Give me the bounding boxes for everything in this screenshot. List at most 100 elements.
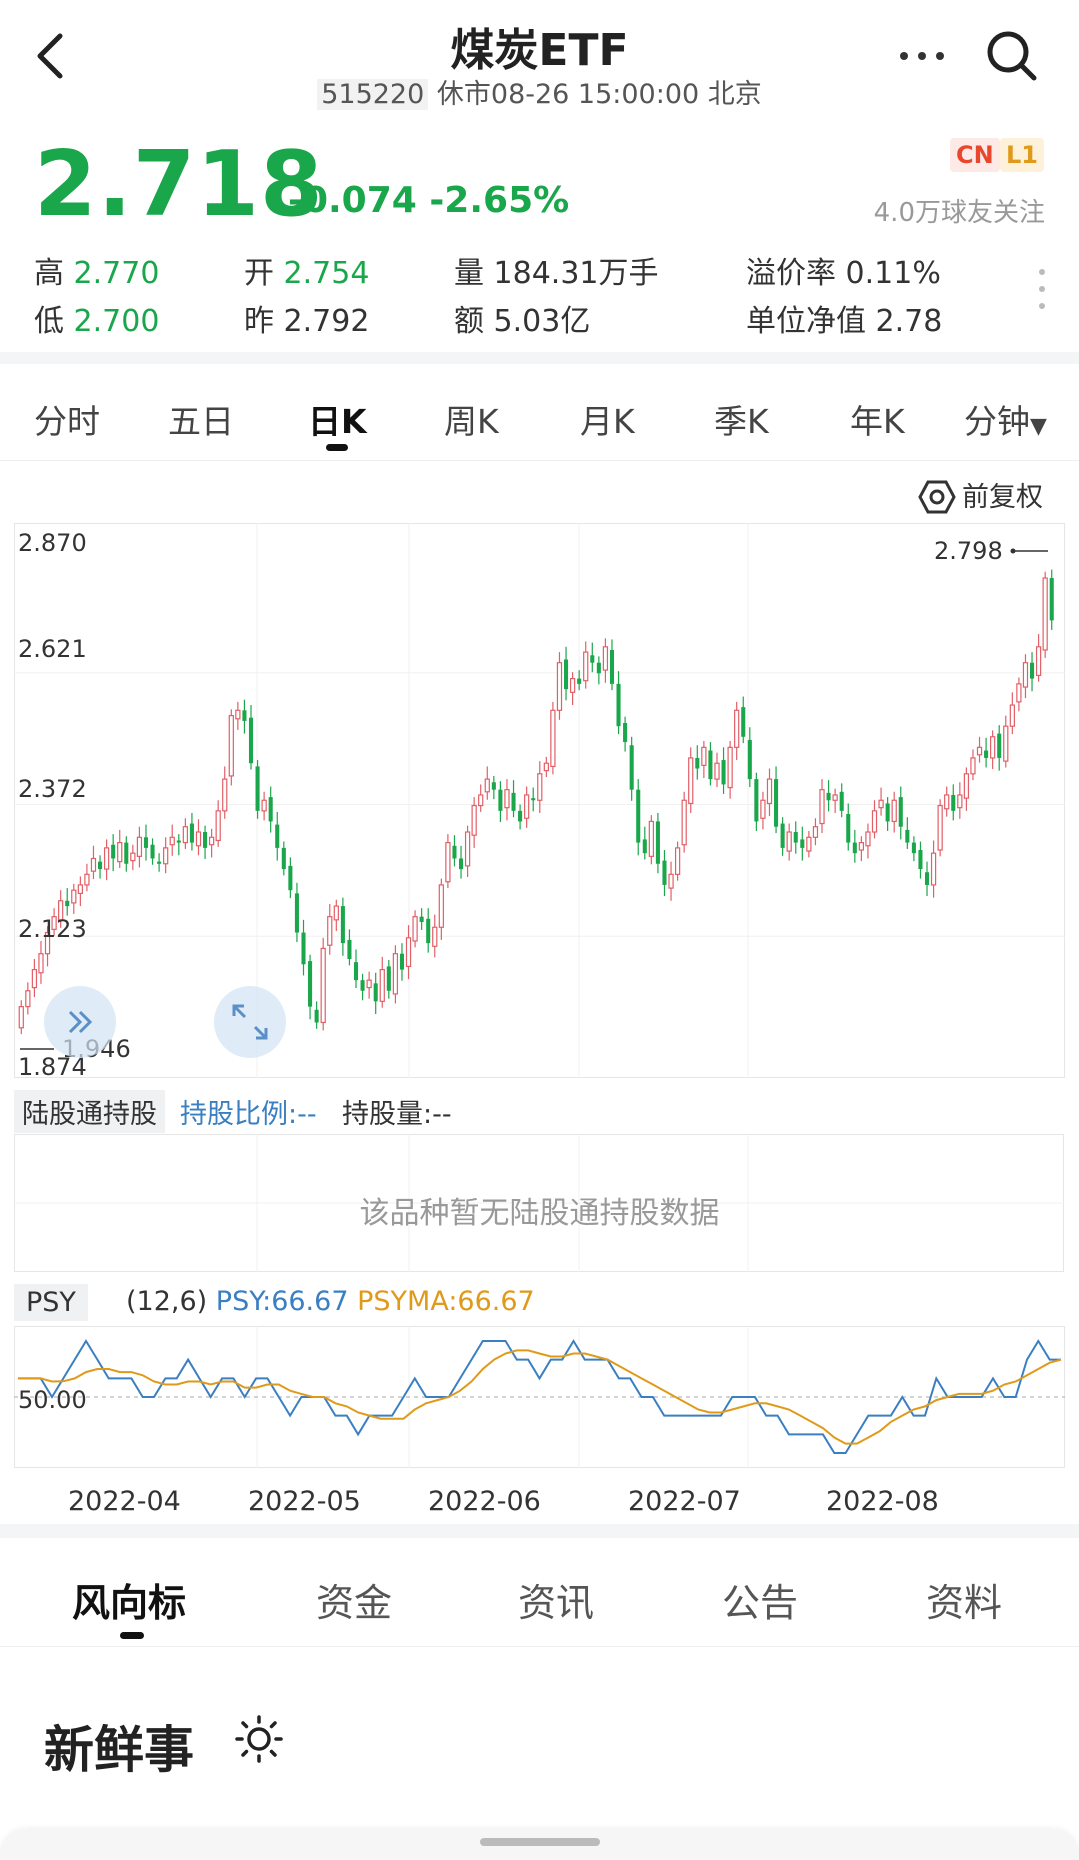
expand-chart-button[interactable]: [44, 986, 116, 1058]
section-divider: [0, 352, 1079, 364]
tab-indicators[interactable]: 风向标: [72, 1581, 187, 1625]
fullscreen-button[interactable]: [214, 986, 286, 1058]
candle: [373, 983, 378, 1002]
stat-high: 高 2.770: [34, 248, 159, 292]
adjust-toggle[interactable]: 前复权: [918, 475, 1043, 514]
candle: [222, 778, 228, 812]
y-axis-label: 2.621: [18, 635, 87, 663]
psy-value: PSY:66.67: [215, 1286, 349, 1317]
back-arrow-icon[interactable]: [28, 26, 78, 86]
candle: [602, 646, 609, 671]
candle: [590, 655, 595, 663]
candle: [642, 839, 647, 854]
candle: [997, 733, 1002, 758]
vertical-dots-icon[interactable]: [1036, 266, 1048, 312]
candle: [951, 794, 956, 811]
candle: [281, 847, 286, 870]
candle: [504, 789, 510, 809]
tab-yearly-k[interactable]: 年K: [850, 402, 905, 441]
stat-prev-value: 2.792: [283, 304, 370, 339]
market-status: 休市08-26 15:00:00 北京: [436, 79, 762, 110]
search-icon[interactable]: [982, 26, 1042, 86]
stat-premium: 溢价率 0.11%: [746, 256, 941, 291]
fullscreen-icon: [232, 1004, 268, 1040]
candle: [58, 900, 64, 921]
candle: [556, 662, 563, 711]
change-percent: -2.65%: [429, 180, 570, 221]
candle: [1003, 725, 1009, 762]
candle: [208, 836, 215, 846]
candle: [18, 1006, 24, 1029]
tab-intraday[interactable]: 分时: [34, 402, 100, 441]
y-axis-label: 2.123: [18, 915, 87, 943]
candle: [681, 799, 687, 846]
candle: [878, 799, 884, 809]
candle: [294, 893, 299, 933]
candle: [819, 789, 825, 825]
candle: [117, 841, 123, 863]
section-divider: [0, 1524, 1079, 1538]
stat-low-label: 低: [34, 304, 64, 339]
tab-funds[interactable]: 资金: [316, 1581, 393, 1625]
tab-monthly-k[interactable]: 月K: [580, 402, 635, 441]
sun-icon[interactable]: [234, 1714, 284, 1764]
psy-chart[interactable]: 50.00: [14, 1326, 1065, 1468]
candle: [242, 710, 247, 721]
y-axis-label: 2.372: [18, 775, 87, 803]
candle: [1035, 646, 1042, 676]
tab-minute[interactable]: 分钟▼: [964, 395, 1047, 443]
candle: [944, 794, 950, 810]
candle: [674, 847, 681, 875]
sheet-handle[interactable]: [480, 1838, 600, 1846]
subtitle: 515220 休市08-26 15:00:00 北京: [0, 72, 1079, 111]
psy-params-value: (12,6): [126, 1286, 208, 1317]
tab-quarterly-k[interactable]: 季K: [714, 402, 769, 441]
psy-indicator-label[interactable]: PSY: [14, 1284, 88, 1321]
kline-chart[interactable]: 2.870 2.621 2.372 2.123 1.874 2.798 1.94…: [14, 523, 1065, 1078]
candle: [898, 797, 903, 827]
candle: [458, 858, 464, 870]
candle: [327, 916, 333, 946]
candle: [163, 847, 169, 865]
candle: [701, 746, 707, 766]
candle: [176, 840, 181, 843]
tab-weekly-k[interactable]: 周K: [444, 402, 499, 441]
tab-announcements[interactable]: 公告: [722, 1581, 799, 1625]
followers-count[interactable]: 4.0万球友关注: [873, 198, 1045, 228]
candle: [195, 831, 202, 847]
candle: [464, 831, 471, 867]
tab-five-day[interactable]: 五日: [168, 402, 234, 441]
more-dots-icon[interactable]: [892, 36, 952, 76]
candle: [786, 831, 792, 852]
psy-axis-label: 50.00: [18, 1386, 87, 1414]
candle: [136, 836, 143, 857]
candle: [268, 797, 273, 822]
northbound-holding-label[interactable]: 陆股通持股: [14, 1090, 165, 1133]
candle: [537, 773, 543, 801]
candle: [84, 873, 90, 886]
candle: [124, 842, 129, 864]
tab-news[interactable]: 资讯: [518, 1581, 595, 1625]
candle: [832, 794, 838, 801]
adjust-label: 前复权: [962, 482, 1043, 513]
double-chevron-icon: [68, 1010, 93, 1034]
tab-profile[interactable]: 资料: [926, 1581, 1003, 1625]
candle: [648, 820, 654, 857]
tab-daily-k[interactable]: 日K: [308, 402, 367, 441]
holding-quantity: 持股量:--: [342, 1099, 452, 1130]
candle: [1029, 662, 1035, 679]
candle: [812, 826, 819, 838]
stat-prev-label: 昨: [244, 304, 274, 339]
candle: [301, 932, 306, 965]
candle: [1022, 662, 1029, 688]
candle: [157, 861, 162, 864]
candle: [255, 766, 260, 811]
candle: [111, 844, 116, 859]
candle: [826, 792, 831, 801]
candle: [248, 717, 254, 764]
candle: [445, 841, 451, 883]
candle: [596, 662, 601, 674]
psyma-value: PSYMA:66.67: [357, 1286, 535, 1317]
candle: [543, 762, 549, 772]
candle: [668, 873, 674, 889]
